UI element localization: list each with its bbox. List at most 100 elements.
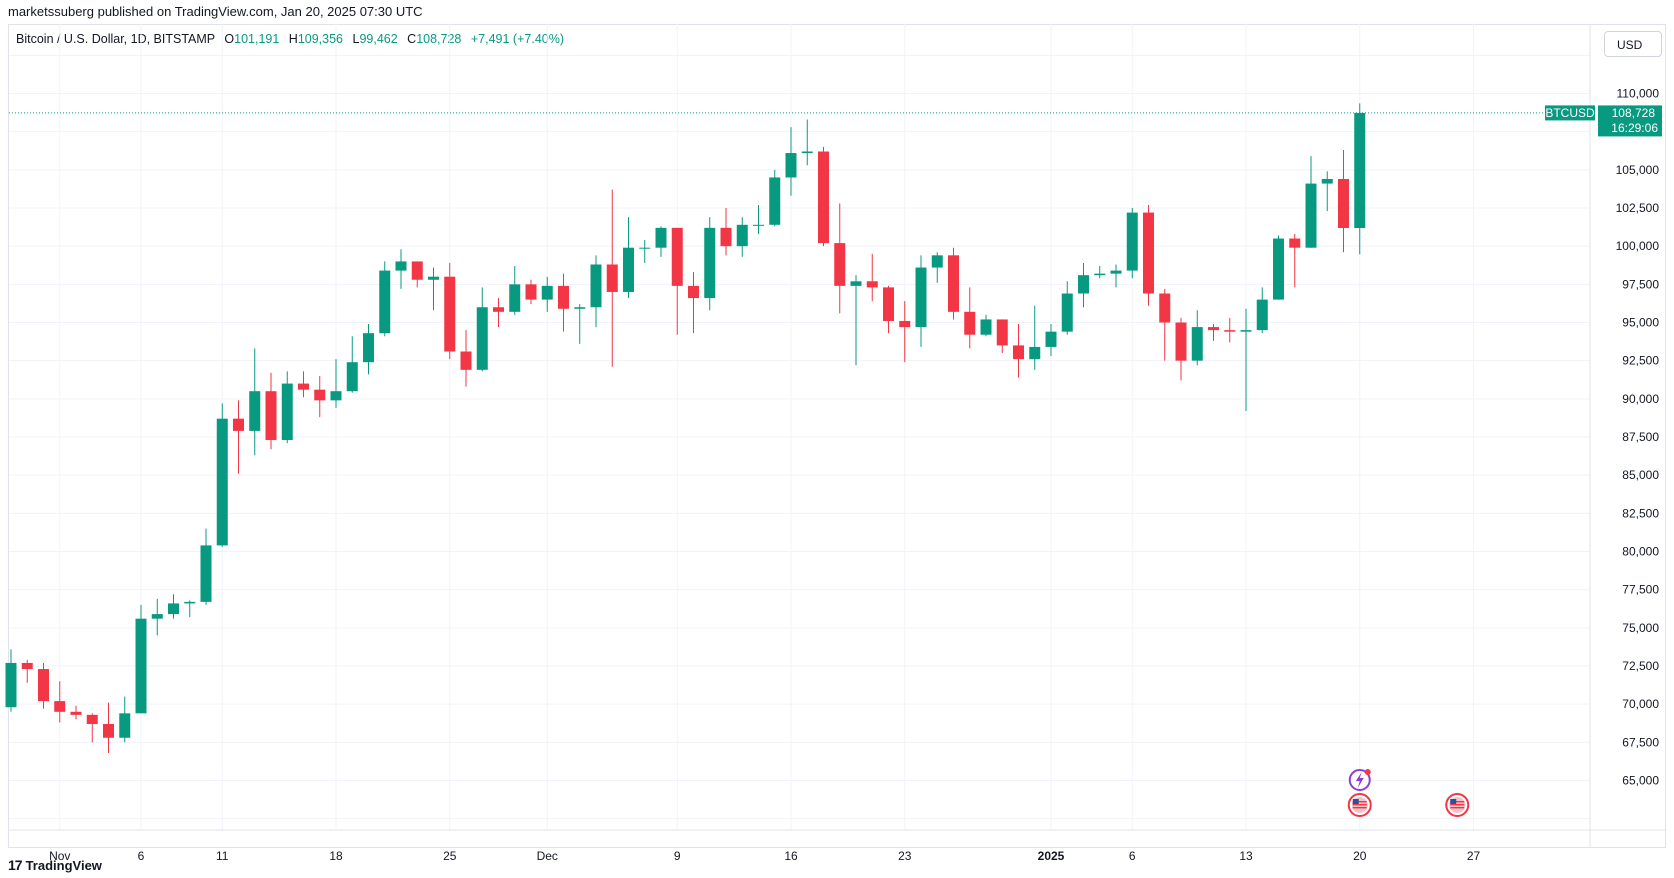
candle bbox=[883, 285, 894, 334]
candle bbox=[395, 249, 407, 289]
candle-body bbox=[850, 281, 862, 286]
candle-body bbox=[135, 618, 147, 714]
candle bbox=[86, 713, 98, 743]
candle-body bbox=[298, 383, 309, 390]
candle-body bbox=[1143, 212, 1154, 294]
candle-body bbox=[525, 284, 537, 300]
candle bbox=[200, 528, 212, 605]
x-tick-label: 6 bbox=[1129, 849, 1136, 863]
x-tick-label: 6 bbox=[138, 849, 145, 863]
tradingview-logo-icon: 17 bbox=[8, 857, 23, 873]
candle-body bbox=[281, 383, 293, 441]
candle bbox=[1029, 305, 1041, 370]
candle-body bbox=[233, 418, 244, 431]
candle-body bbox=[411, 261, 423, 280]
candle bbox=[834, 203, 846, 314]
candle bbox=[541, 276, 553, 312]
candle bbox=[70, 705, 82, 720]
candle bbox=[818, 146, 829, 247]
candle-body bbox=[834, 243, 846, 286]
candle bbox=[298, 371, 309, 398]
candle-body bbox=[883, 287, 894, 321]
legend-symbol[interactable]: Bitcoin / U.S. Dollar, 1D, BITSTAMP bbox=[16, 32, 215, 46]
candle-body bbox=[330, 391, 342, 401]
candle bbox=[736, 217, 748, 257]
candle bbox=[1191, 310, 1203, 366]
candle-body bbox=[151, 614, 163, 619]
flag-canton bbox=[1352, 799, 1359, 804]
legend-high: 109,356 bbox=[297, 32, 344, 46]
candle-body bbox=[428, 276, 439, 280]
candle-body bbox=[1029, 346, 1041, 360]
candle bbox=[915, 255, 927, 347]
candle bbox=[720, 208, 732, 256]
candles bbox=[5, 103, 1366, 754]
candle bbox=[1305, 156, 1317, 248]
candle-body bbox=[1240, 330, 1252, 332]
candle bbox=[574, 304, 586, 344]
candle-body bbox=[1094, 273, 1106, 276]
symbol-tag bbox=[1545, 105, 1595, 121]
lightning-dot bbox=[1364, 769, 1371, 775]
candle bbox=[233, 400, 244, 474]
candle bbox=[1143, 204, 1154, 306]
candle-body bbox=[119, 713, 131, 738]
flag-stripe bbox=[1450, 804, 1465, 806]
candle bbox=[509, 266, 521, 315]
flag-stripe bbox=[1352, 804, 1367, 806]
footer-brand-label: TradingView bbox=[25, 857, 102, 873]
candle-body bbox=[476, 307, 488, 370]
candle bbox=[1321, 171, 1333, 212]
candle bbox=[1273, 235, 1284, 300]
candle bbox=[444, 262, 456, 360]
candle bbox=[38, 662, 49, 709]
price-tag-countdown: 16:29:06 bbox=[1611, 121, 1658, 135]
candle-body bbox=[866, 281, 878, 288]
candle-body bbox=[363, 333, 374, 363]
y-tick-label: 85,000 bbox=[1622, 468, 1659, 482]
candle bbox=[428, 267, 439, 311]
candle-body bbox=[996, 319, 1008, 346]
candle-body bbox=[720, 227, 732, 247]
candle-body bbox=[606, 264, 618, 292]
currency-selector[interactable]: USD bbox=[1604, 31, 1662, 57]
y-tick-label: 65,000 bbox=[1622, 774, 1659, 788]
x-tick-label: 13 bbox=[1239, 849, 1253, 863]
candle-body bbox=[623, 247, 634, 292]
x-tick-label: Nov bbox=[49, 849, 70, 863]
candle-body bbox=[915, 267, 927, 328]
y-tick-label: 100,000 bbox=[1616, 239, 1660, 253]
candle-body bbox=[574, 307, 586, 309]
candle bbox=[688, 272, 699, 334]
candle bbox=[119, 696, 131, 743]
candle bbox=[996, 319, 1008, 354]
candle-body bbox=[1289, 238, 1301, 248]
us-flag-icon[interactable] bbox=[1347, 793, 1372, 817]
candle-body bbox=[688, 285, 699, 299]
candle bbox=[801, 119, 813, 166]
candle bbox=[1256, 287, 1268, 334]
candle bbox=[103, 702, 114, 754]
candle bbox=[753, 204, 764, 234]
legend-open-label: O bbox=[224, 32, 235, 46]
lightning-icon[interactable] bbox=[1348, 769, 1371, 791]
legend-low-label: L bbox=[352, 32, 360, 46]
candle-body bbox=[379, 270, 391, 334]
candle bbox=[216, 403, 228, 547]
y-tick-label: 105,000 bbox=[1616, 163, 1660, 177]
symbol-tag-label: BTCUSD bbox=[1545, 106, 1595, 120]
us-flag-icon[interactable] bbox=[1445, 793, 1470, 817]
flag-stripe bbox=[1450, 807, 1465, 809]
candle-body bbox=[21, 662, 33, 670]
y-axis: 65,000 67,500 70,000 72,500 75,000 77,500 80,0… bbox=[1616, 87, 1660, 788]
footer-brand[interactable]: 17 TradingView bbox=[8, 857, 102, 873]
candle bbox=[168, 594, 179, 619]
candle-body bbox=[38, 669, 49, 702]
candle bbox=[1094, 266, 1106, 279]
candle bbox=[558, 273, 569, 332]
candle-body bbox=[314, 389, 326, 401]
candle bbox=[1175, 317, 1187, 381]
candle-body bbox=[1338, 178, 1349, 228]
flag-stripe bbox=[1450, 801, 1465, 803]
